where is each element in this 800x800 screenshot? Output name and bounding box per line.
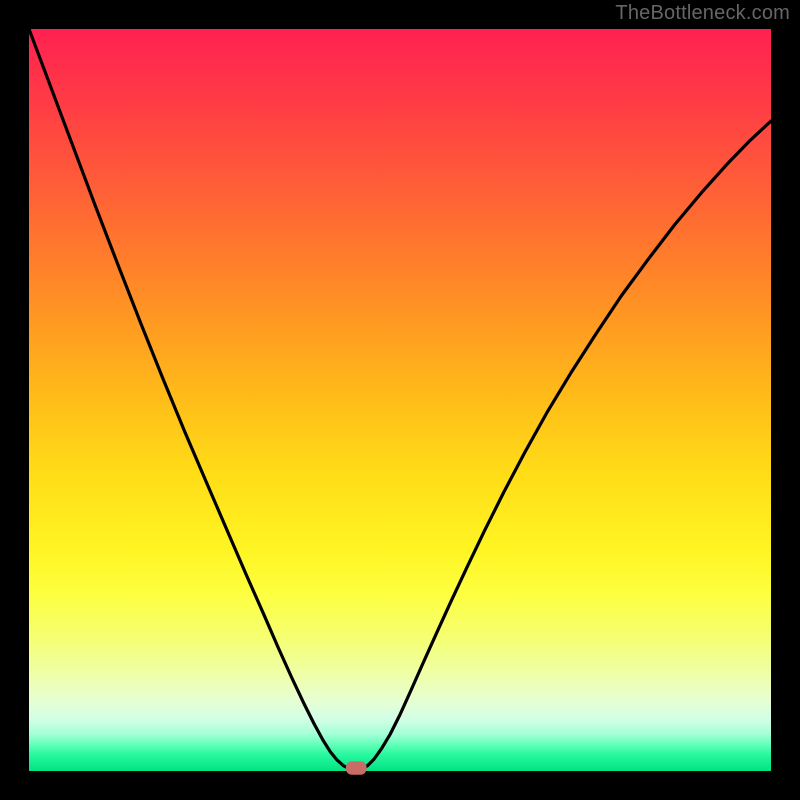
minimum-marker: [346, 761, 367, 774]
figure-root: TheBottleneck.com: [0, 0, 800, 800]
gradient-panel: [29, 29, 771, 771]
chart-svg: [0, 0, 800, 800]
watermark-text: TheBottleneck.com: [615, 2, 790, 25]
